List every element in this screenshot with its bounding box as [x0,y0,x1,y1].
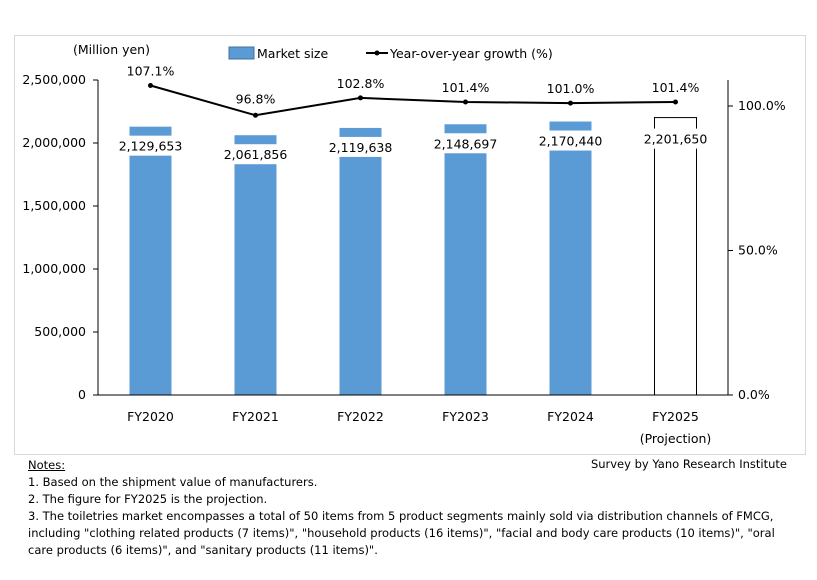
source-credit: Survey by Yano Research Institute [590,457,787,471]
y-tick-label: 1,000,000 [22,261,86,276]
legend-line-marker [374,50,380,56]
legend-line-label: Year-over-year growth (%) [389,46,553,61]
growth-line [150,84,676,117]
growth-data-label: 102.8% [337,76,385,91]
x-tick-label: FY2021 [232,409,279,424]
bar-label-bg [425,133,506,154]
bar-FY2023 [444,124,487,396]
bar-data-label: 2,170,440 [539,134,603,149]
growth-point [358,95,363,101]
growth-data-label: 96.8% [236,91,276,106]
y-tick-label: 2,500,000 [22,72,86,87]
growth-point [253,112,258,118]
y-tick-label: 1,500,000 [22,198,86,213]
x-tick-label: FY2023 [442,409,489,424]
bar-FY2022 [339,127,382,396]
bar-FY2025 [654,117,697,396]
y2-tick-label: 100.0% [738,98,786,113]
growth-point [463,99,468,105]
bar-label-bg [635,128,716,149]
bar-FY2021 [234,135,277,395]
bar-data-label: 2,061,856 [224,147,288,162]
bar-label-bg [215,144,296,165]
bar-FY2020 [129,126,172,395]
note-2: 2. The figure for FY2025 is the projecti… [28,492,268,506]
growth-data-label: 107.1% [127,63,175,78]
combo-chart: 0 500,000 1,000,000 1,500,000 2,000,000 2,500… [22,42,786,446]
bar-data-label: 2,148,697 [434,136,498,151]
legend-bar-swatch [228,46,255,60]
growth-point [568,100,573,106]
bar-FY2024 [549,121,592,395]
notes-list: 1. Based on the shipment value of manufa… [28,474,798,559]
bar-data-label: 2,201,650 [644,132,708,147]
y-tick-label: 0 [78,387,86,402]
growth-data-label: 101.4% [652,80,700,95]
bar-label-bg [320,136,401,157]
chart-frame [14,35,806,455]
growth-point [673,99,678,105]
y-tick-label: 2,000,000 [22,135,86,150]
bar-data-label: 2,129,653 [119,139,183,154]
growth-point [148,82,153,88]
y-axis-title: (Million yen) [73,42,150,57]
x-tick-label: FY2020 [127,409,174,424]
y2-tick-label: 0.0% [738,387,770,402]
bar-label-bg [530,130,611,151]
x-tick-sublabel: (Projection) [640,431,712,446]
notes-heading: Notes: [28,458,66,472]
growth-data-label: 101.0% [547,81,595,96]
x-tick-label: FY2024 [547,409,594,424]
x-tick-label: FY2022 [337,409,384,424]
bar-data-label: 2,119,638 [329,140,393,155]
y-tick-label: 500,000 [34,324,86,339]
x-tick-label: FY2025 [652,409,699,424]
note-3: 3. The toiletries market encompasses a t… [28,509,775,557]
bar-label-bg [110,135,191,156]
legend-bar-label: Market size [257,46,328,61]
note-1: 1. Based on the shipment value of manufa… [28,475,318,489]
growth-data-label: 101.4% [442,80,490,95]
y2-tick-label: 50.0% [738,243,778,258]
